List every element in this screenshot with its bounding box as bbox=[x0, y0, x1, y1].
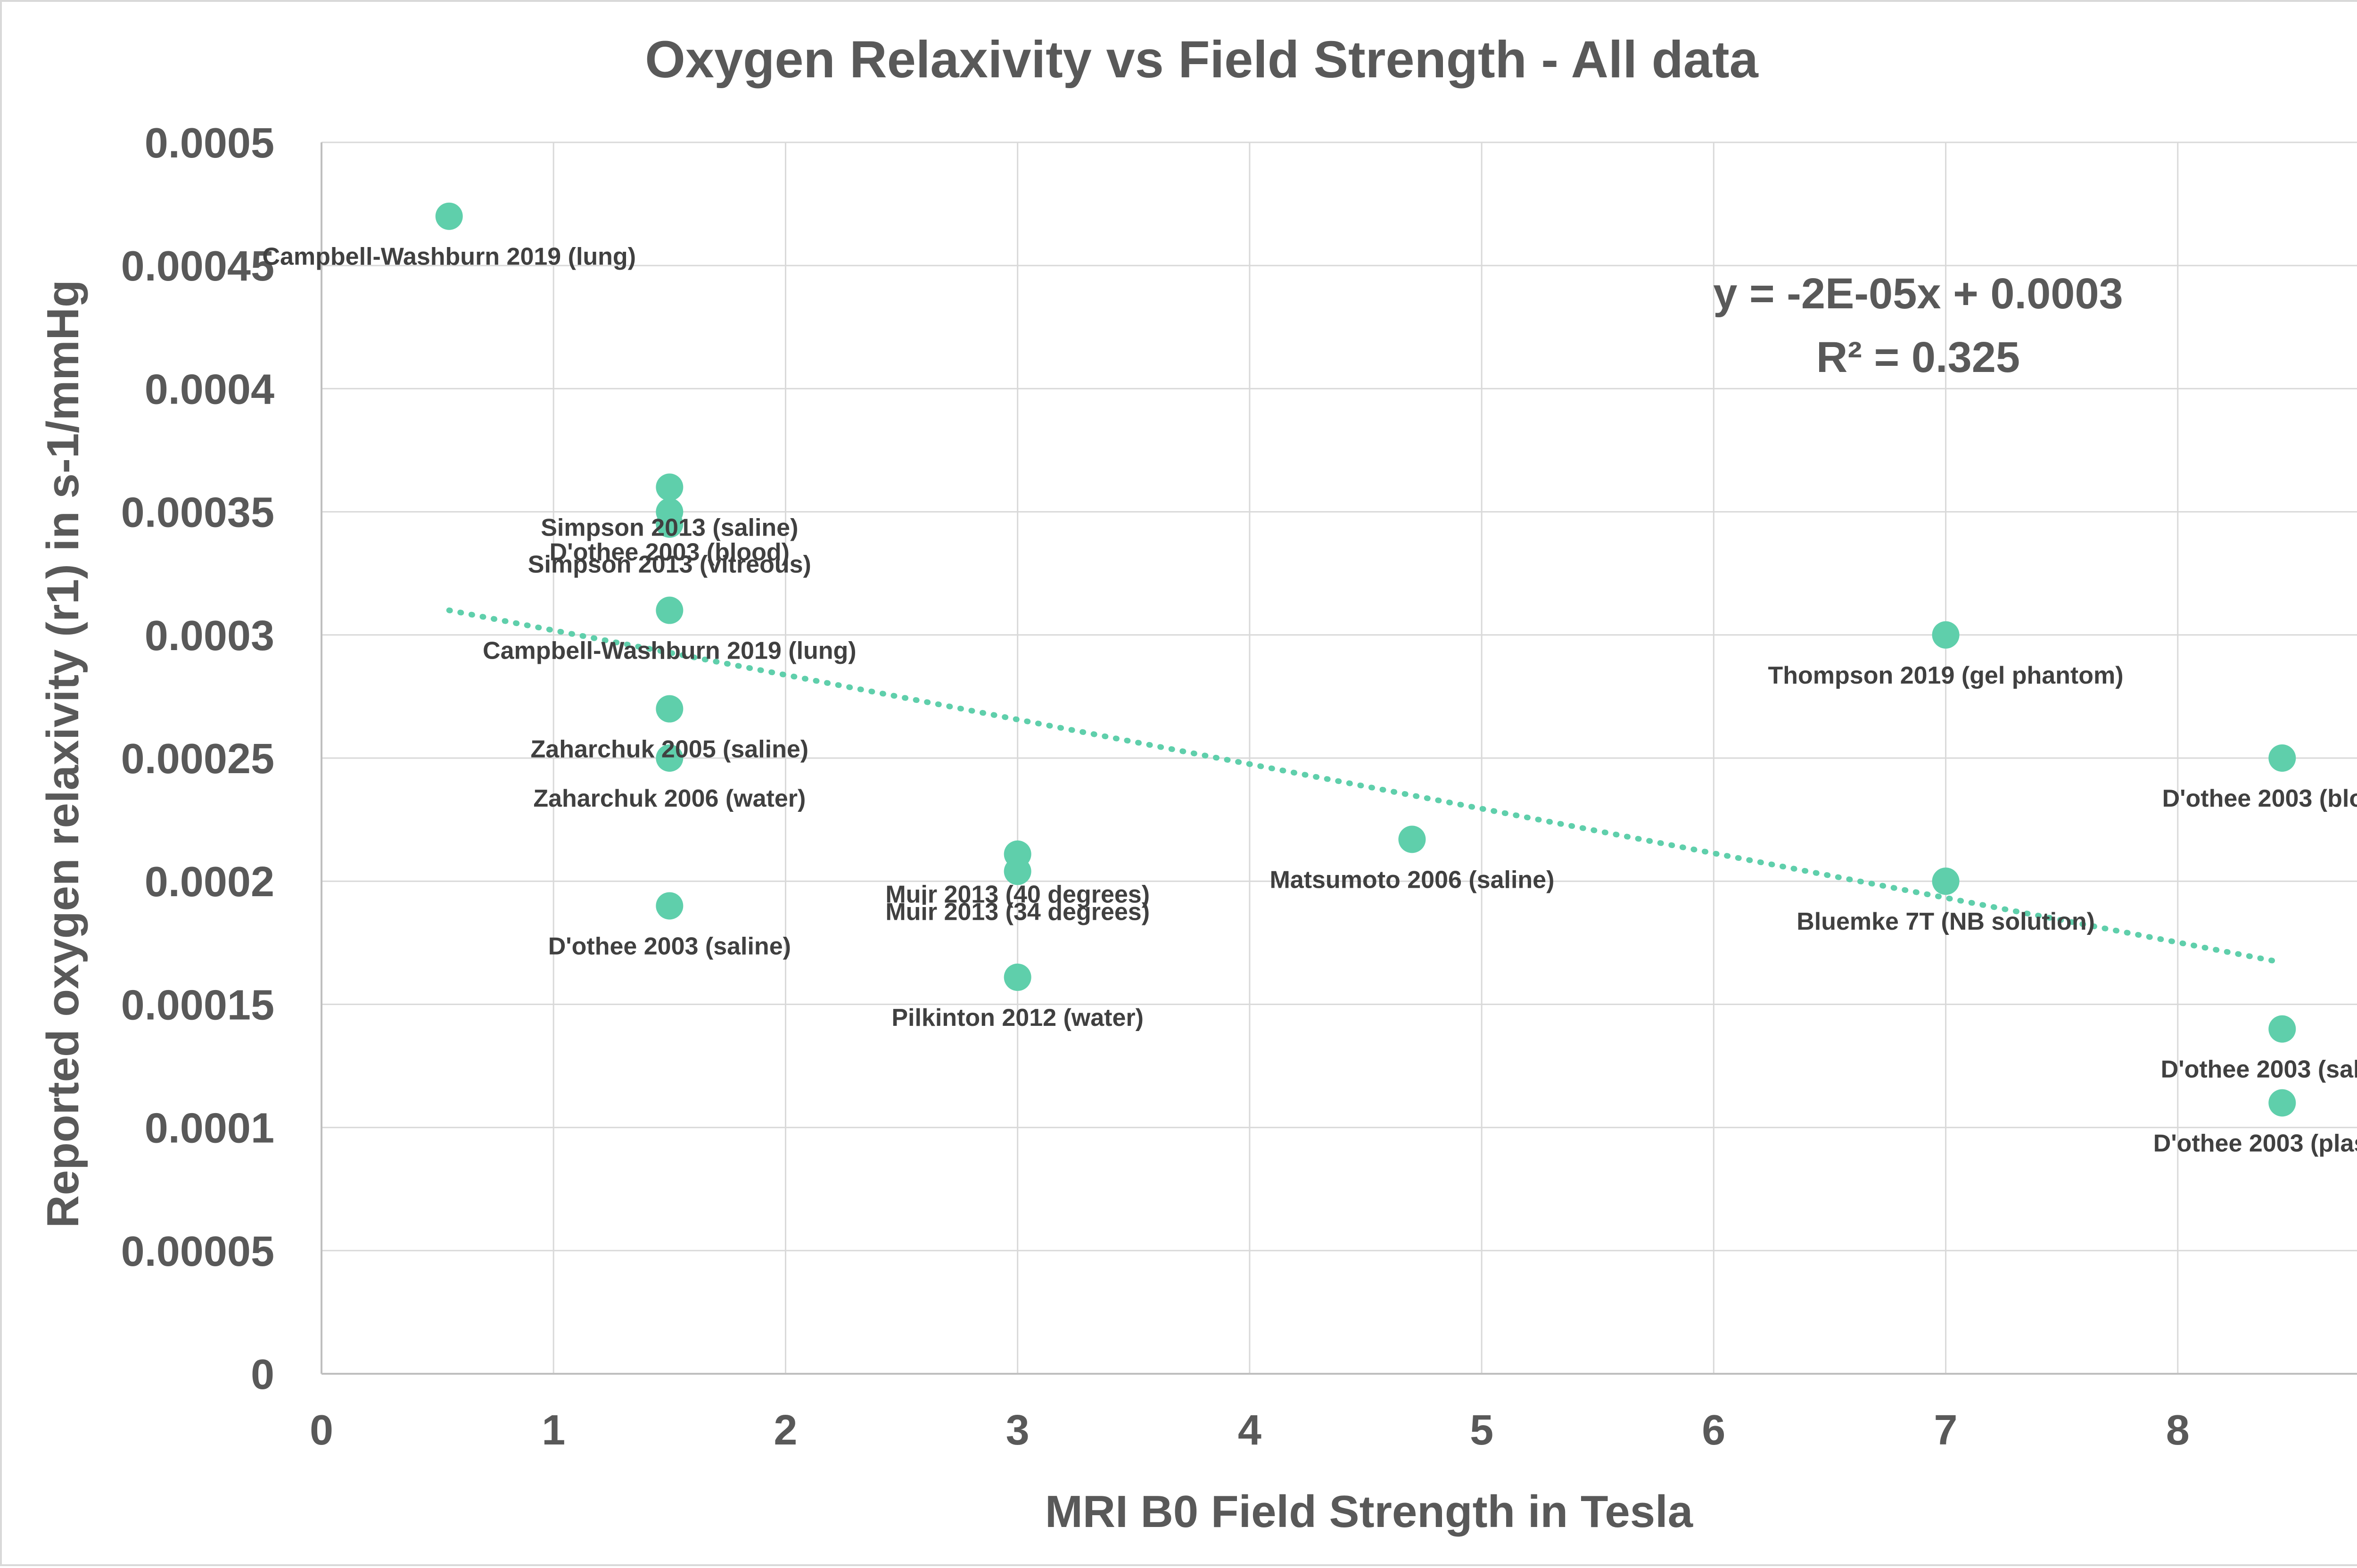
x-tick-label: 3 bbox=[1006, 1407, 1030, 1454]
data-label: D'othee 2003 (saline) bbox=[548, 933, 791, 960]
y-tick-label: 0.0004 bbox=[145, 366, 274, 413]
y-tick-label: 0.00025 bbox=[121, 735, 274, 783]
data-label: D'othee 2003 (saline) bbox=[2161, 1056, 2357, 1083]
data-point bbox=[656, 473, 684, 501]
x-tick-label: 2 bbox=[774, 1407, 797, 1454]
x-tick-label: 5 bbox=[1470, 1407, 1493, 1454]
data-label: Pilkinton 2012 (water) bbox=[891, 1004, 1144, 1032]
y-tick-label: 0.00005 bbox=[121, 1228, 274, 1275]
data-label: D'othee 2003 (blood) bbox=[2162, 785, 2357, 812]
data-label: Muir 2013 (34 degrees) bbox=[885, 898, 1150, 925]
x-tick-label: 1 bbox=[542, 1407, 565, 1454]
data-point bbox=[2268, 1089, 2296, 1117]
data-label: Thompson 2019 (gel phantom) bbox=[1768, 662, 2124, 689]
x-tick-label: 0 bbox=[310, 1407, 333, 1454]
trendline-equation: y = -2E-05x + 0.0003 bbox=[1713, 270, 2123, 318]
y-tick-label: 0.00045 bbox=[121, 243, 274, 290]
data-label: Bluemke 7T (NB solution) bbox=[1797, 908, 2095, 935]
y-tick-label: 0.0002 bbox=[145, 858, 274, 906]
y-tick-label: 0.00015 bbox=[121, 982, 274, 1029]
data-point bbox=[1932, 621, 1960, 649]
data-point bbox=[1004, 963, 1031, 991]
x-tick-label: 6 bbox=[1702, 1407, 1725, 1454]
data-label: Zaharchuk 2006 (water) bbox=[533, 785, 806, 812]
x-axis-title: MRI B0 Field Strength in Tesla bbox=[1045, 1486, 1693, 1537]
data-label: Zaharchuk 2005 (saline) bbox=[531, 736, 809, 763]
data-label: Muir 2013 (40 degrees) bbox=[885, 881, 1150, 908]
data-label: Campbell-Washburn 2019 (lung) bbox=[483, 637, 857, 665]
data-point bbox=[1004, 858, 1031, 885]
y-tick-label: 0 bbox=[251, 1351, 274, 1398]
data-label: D'othee 2003 (plasma) bbox=[2153, 1130, 2357, 1157]
data-point bbox=[1932, 867, 1960, 895]
x-tick-label: 4 bbox=[1238, 1407, 1261, 1454]
data-point bbox=[656, 695, 684, 723]
data-labels: Campbell-Washburn 2019 (lung) Simpson 201… bbox=[262, 243, 2357, 1157]
data-points bbox=[435, 202, 2296, 1117]
axes: 0 0.00005 0.0001 0.00015 0.0002 0.00025 0.0003… bbox=[121, 120, 2357, 1454]
y-tick-label: 0.0001 bbox=[145, 1105, 274, 1152]
data-point bbox=[656, 744, 684, 772]
data-label: D'othee 2003 (blood) bbox=[550, 539, 790, 566]
data-label: Simpson 2013 (saline) bbox=[541, 514, 798, 541]
data-point bbox=[656, 596, 684, 624]
data-point bbox=[1398, 825, 1426, 853]
y-axis-title: Reported oxygen relaxivity (r1) in s-1/m… bbox=[38, 280, 88, 1228]
data-point bbox=[435, 202, 463, 230]
x-tick-label: 7 bbox=[1934, 1407, 1958, 1454]
trendline-r-squared: R² = 0.325 bbox=[1816, 333, 2020, 381]
x-tick-label: 8 bbox=[2166, 1407, 2190, 1454]
grid-lines bbox=[321, 141, 2357, 1374]
y-tick-label: 0.0003 bbox=[145, 612, 274, 660]
data-point bbox=[656, 510, 684, 538]
y-tick-label: 0.0005 bbox=[145, 120, 274, 167]
data-point bbox=[2268, 744, 2296, 772]
data-label: Matsumoto 2006 (saline) bbox=[1269, 866, 1554, 893]
data-point bbox=[656, 892, 684, 920]
y-tick-label: 0.00035 bbox=[121, 489, 274, 536]
data-label: Simpson 2013 (vitreous) bbox=[528, 551, 811, 578]
chart-title: Oxygen Relaxivity vs Field Strength - Al… bbox=[645, 31, 1758, 89]
data-point bbox=[2268, 1015, 2296, 1043]
data-label: Campbell-Washburn 2019 (lung) bbox=[262, 243, 636, 271]
